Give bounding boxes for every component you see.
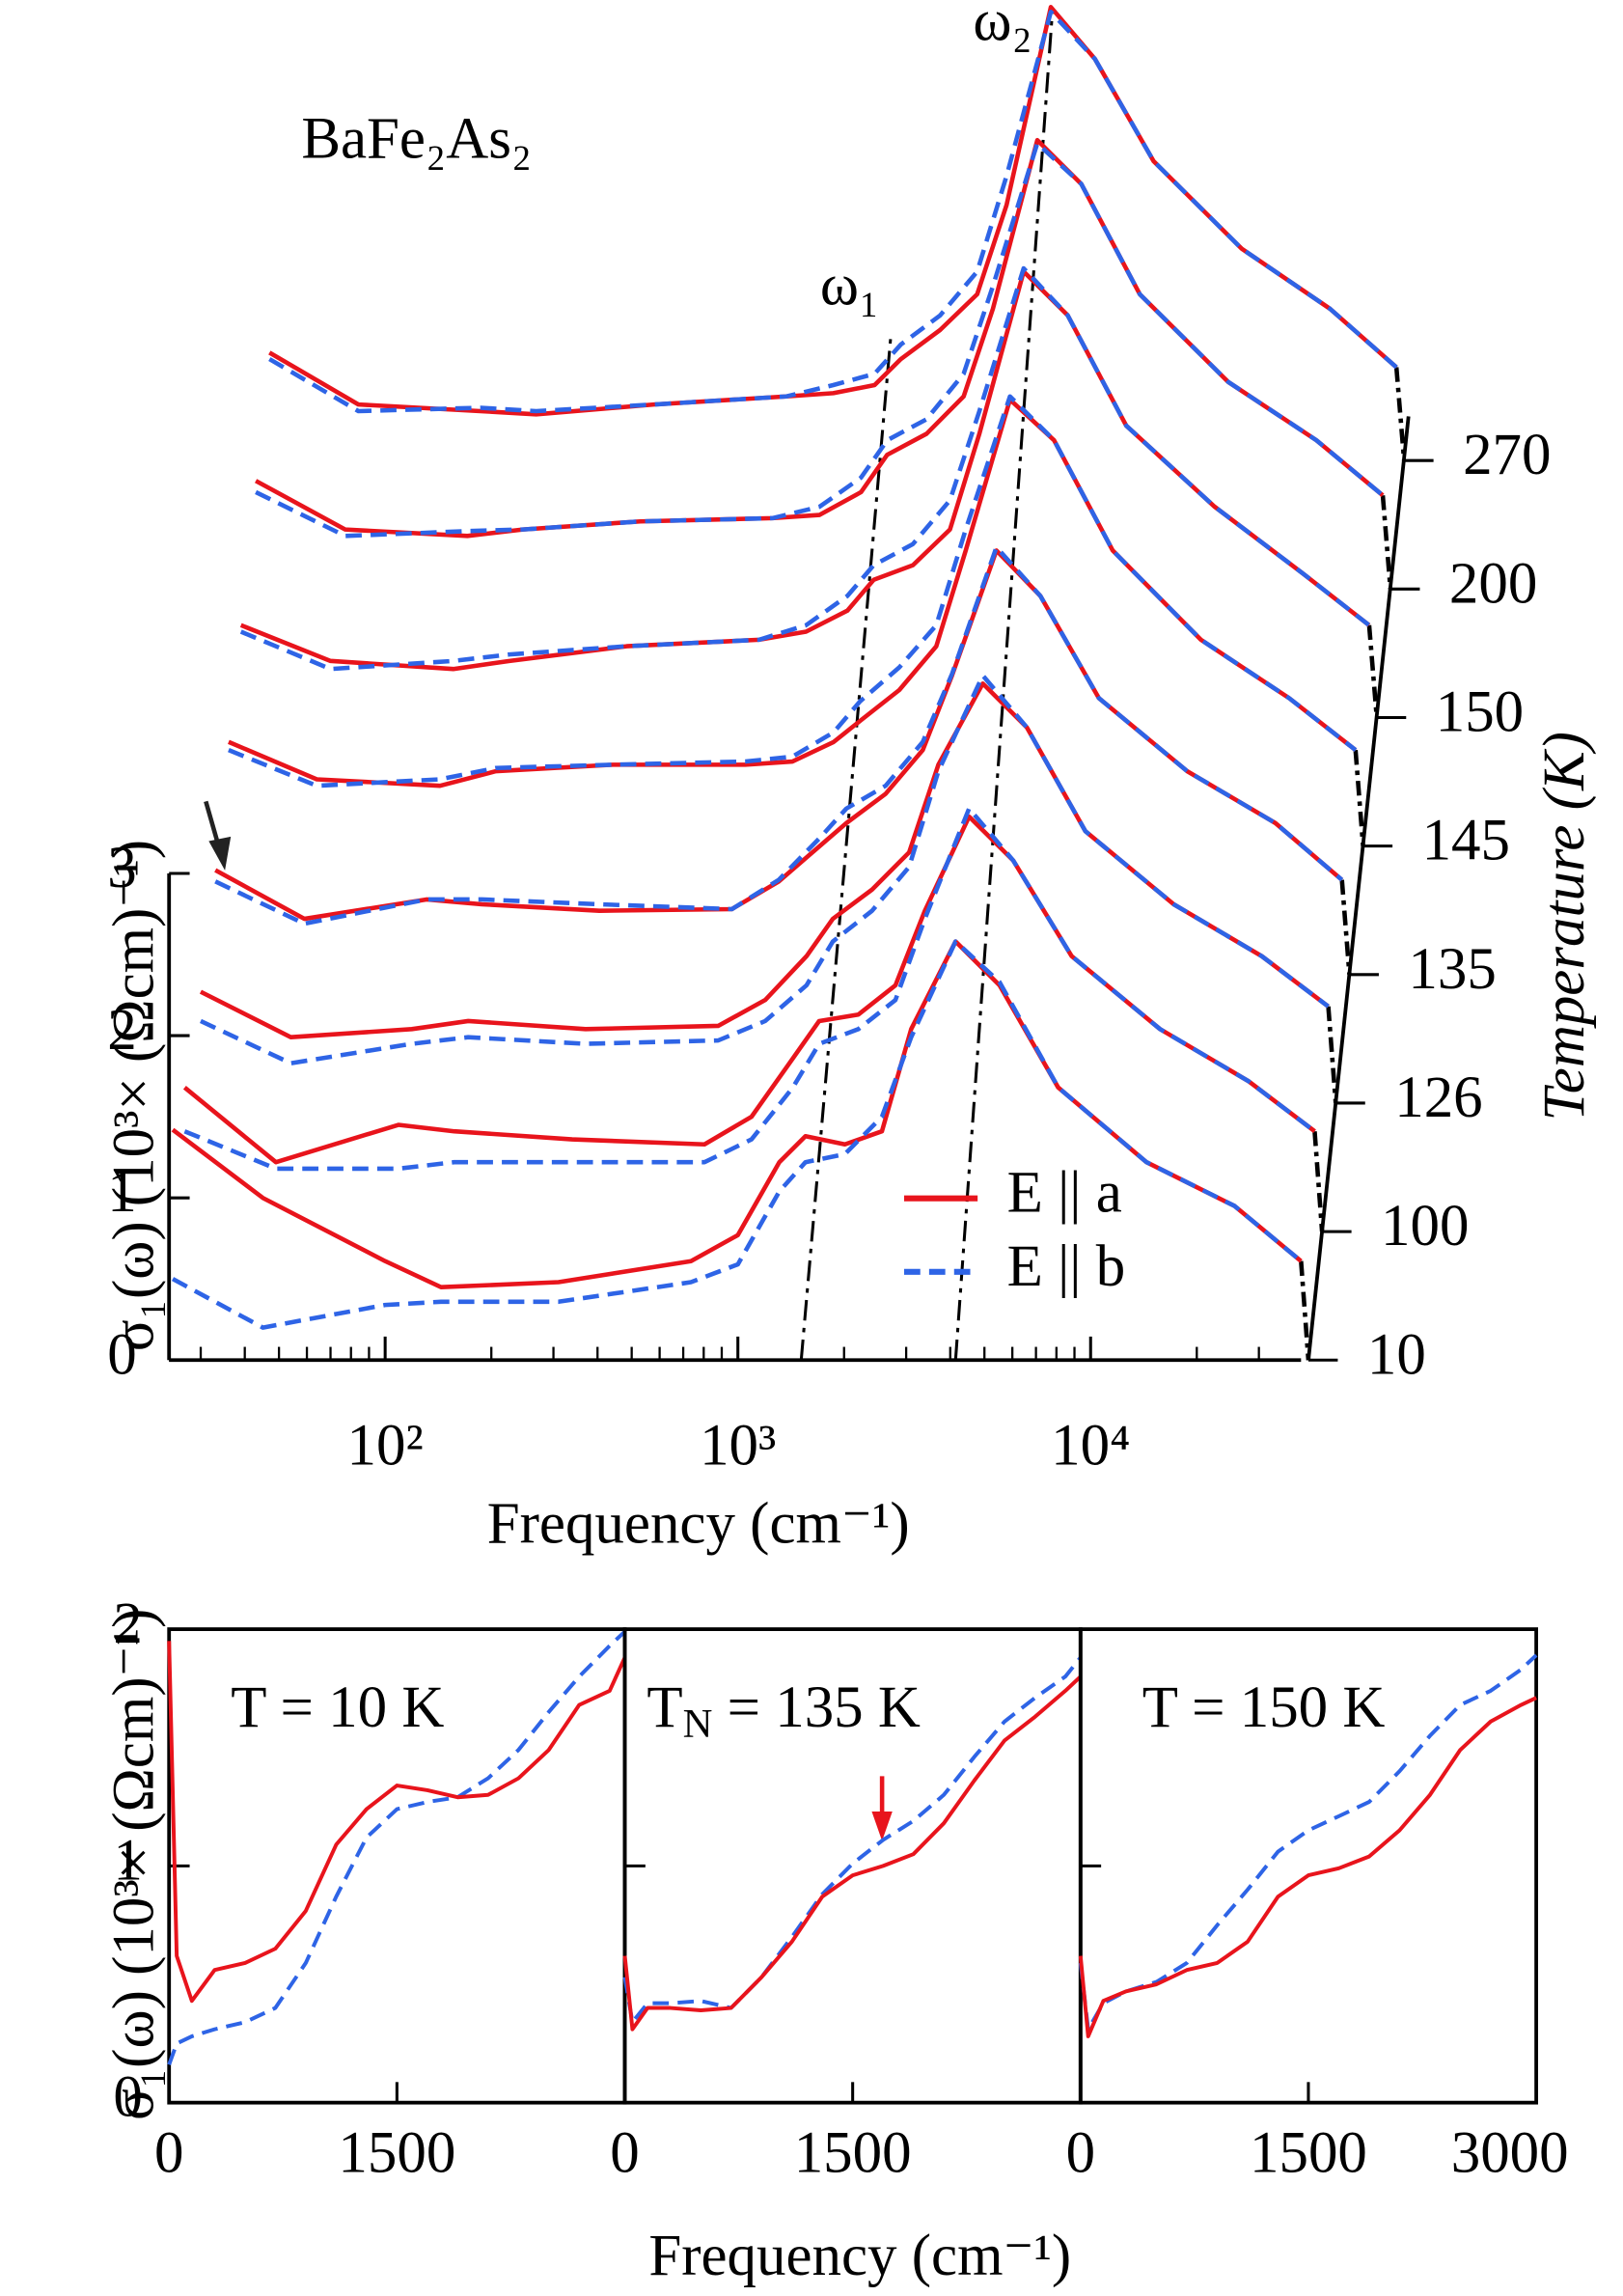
curve <box>1078 1653 1538 2032</box>
x-tick-label: 10⁴ <box>1051 1414 1130 1479</box>
curve <box>622 1656 1083 2025</box>
curve <box>167 1630 626 2066</box>
panel-title: T = 150 K <box>1142 1675 1386 1740</box>
z-tick-label: 126 <box>1394 1065 1482 1130</box>
x-tick-label: 10² <box>347 1414 424 1479</box>
x-tick-label: 1500 <box>794 2121 912 2186</box>
connector <box>1312 1131 1325 1232</box>
curve <box>199 681 1330 1039</box>
y-axis-label: σ₁(ω) (10³× (Ωcm)⁻¹) <box>102 1609 167 2120</box>
z-axis-label: Temperature (K) <box>1532 732 1597 1120</box>
y-tick-label: 3 <box>107 836 136 900</box>
y-tick-label: 2 <box>107 998 136 1063</box>
curve <box>268 10 1398 414</box>
connector <box>1299 1260 1311 1361</box>
annotation: ω₁ <box>820 254 879 318</box>
curve <box>1078 1696 1537 2038</box>
title-sub: N <box>683 1701 713 1747</box>
z-tick-label: 135 <box>1408 937 1496 1002</box>
connector <box>1353 750 1365 846</box>
legend-label: E || a <box>1007 1161 1122 1226</box>
z-tick-label: 10 <box>1367 1322 1426 1387</box>
connector <box>1339 879 1352 975</box>
y-tick-label: 1 <box>113 1828 142 1893</box>
curve <box>214 548 1344 922</box>
guide-line <box>799 335 893 1361</box>
panel-title: TN = 135 K <box>646 1675 921 1747</box>
x-tick-label: 10³ <box>700 1414 776 1479</box>
z-tick-label: 145 <box>1422 809 1510 873</box>
curve <box>200 673 1330 1065</box>
annotation: ω₂ <box>973 0 1032 53</box>
legend-label: E || b <box>1007 1234 1126 1299</box>
curve <box>171 939 1303 1289</box>
curve <box>167 1641 627 2004</box>
curve <box>239 265 1371 672</box>
y-tick-label: 0 <box>107 1322 136 1387</box>
curve <box>171 939 1303 1330</box>
x-tick-label: 1500 <box>338 2121 455 2186</box>
guide-line <box>953 9 1055 1361</box>
title-part: = 135 K <box>712 1675 920 1740</box>
z-tick-label: 150 <box>1436 679 1524 744</box>
z-tick-label: 270 <box>1463 423 1551 487</box>
curve <box>228 397 1358 788</box>
connector <box>1393 367 1407 461</box>
connector <box>1380 495 1393 590</box>
x-tick-label: 1500 <box>1250 2121 1367 2186</box>
chart-title: BaFe₂As₂ <box>301 106 532 171</box>
x-tick-label: 0 <box>1066 2121 1095 2186</box>
curve <box>182 814 1316 1165</box>
curve <box>228 394 1358 788</box>
curve <box>255 137 1385 539</box>
curve <box>239 269 1371 672</box>
z-tick-label: 100 <box>1381 1194 1469 1259</box>
z-axis <box>1307 416 1411 1361</box>
x-tick-label: 3000 <box>1451 2121 1569 2186</box>
connector <box>1366 624 1380 718</box>
y-tick-label: 2 <box>113 1591 142 1656</box>
curve <box>622 1674 1083 2032</box>
x-tick-label: 0 <box>610 2121 639 2186</box>
x-axis-label: Frequency (cm⁻¹) <box>648 2224 1071 2288</box>
x-tick-label: 0 <box>154 2121 183 2186</box>
panel-title: T = 10 K <box>231 1675 444 1740</box>
curve <box>183 806 1316 1172</box>
z-tick-label: 200 <box>1449 551 1537 616</box>
y-tick-label: 0 <box>113 2065 142 2130</box>
arrow-head <box>871 1811 893 1841</box>
y-tick-label: 1 <box>107 1160 136 1225</box>
curve <box>255 141 1385 539</box>
x-axis-label: Frequency (cm⁻¹) <box>487 1491 910 1556</box>
title-part: T <box>646 1675 682 1740</box>
y-axis-label: σ₁(ω) (10³× (Ωcm)⁻¹) <box>102 840 167 1351</box>
connector <box>1326 1006 1338 1104</box>
curve <box>268 5 1398 417</box>
arrow-head <box>208 836 232 871</box>
curve <box>214 544 1344 927</box>
